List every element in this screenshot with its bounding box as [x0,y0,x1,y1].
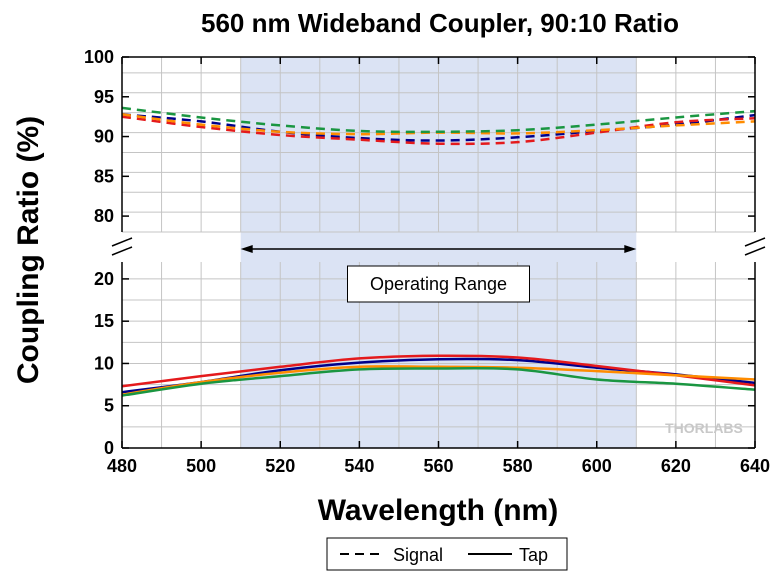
arrow-right-icon [624,245,637,253]
chart-title: 560 nm Wideband Coupler, 90:10 Ratio [201,8,679,38]
axis-break-mark [744,246,766,256]
legend: Signal Tap [326,537,568,571]
legend-tap-label: Tap [519,545,548,565]
y-tick-label: 15 [94,311,114,331]
series-line-signal-3 [121,106,756,134]
arrow-left-icon [240,245,253,253]
x-tick-label: 540 [344,456,374,476]
x-tick-label: 620 [661,456,691,476]
y-axis-label: Coupling Ratio (%) [12,116,45,384]
y-tick-label: 100 [84,47,114,67]
watermark-text: THORLABS [665,420,743,436]
y-tick-label: 20 [94,269,114,289]
y-tick-label: 5 [104,396,114,416]
axis-break-mark [111,237,133,247]
y-tick-label: 80 [94,206,114,226]
series-line-tap-6 [121,365,756,396]
axis-break-mark [111,246,133,256]
operating-range-label: Operating Range [370,274,507,294]
y-tick-label: 85 [94,166,114,186]
x-tick-label: 480 [107,456,137,476]
x-axis-label: Wavelength (nm) [318,494,559,527]
axis-break-gap [745,239,765,255]
tick-labels: 480 500 520 540 560 580 600 620 6408085909510005… [84,47,770,476]
x-tick-label: 580 [503,456,533,476]
x-tick-label: 640 [740,456,770,476]
y-tick-label: 10 [94,353,114,373]
y-tick-label: 0 [104,438,114,458]
thorlabs-watermark: THORLABS [665,420,743,436]
legend-box [326,537,568,571]
y-tick-label: 95 [94,87,114,107]
axis-break-mark [744,237,766,247]
x-tick-label: 560 [423,456,453,476]
series-line-tap-5 [121,354,756,388]
operating-range-annotation: Operating Range [240,245,637,303]
legend-signal-label: Signal [393,545,443,565]
axis-break-gap [112,239,132,255]
x-tick-label: 600 [582,456,612,476]
x-tick-label: 520 [265,456,295,476]
operating-range-label-box [347,265,530,303]
series-layer [121,106,756,397]
y-tick-label: 90 [94,127,114,147]
x-tick-label: 500 [186,456,216,476]
series-line-signal-1 [121,115,756,146]
axes [111,56,766,449]
series-line-tap-7 [121,366,756,397]
